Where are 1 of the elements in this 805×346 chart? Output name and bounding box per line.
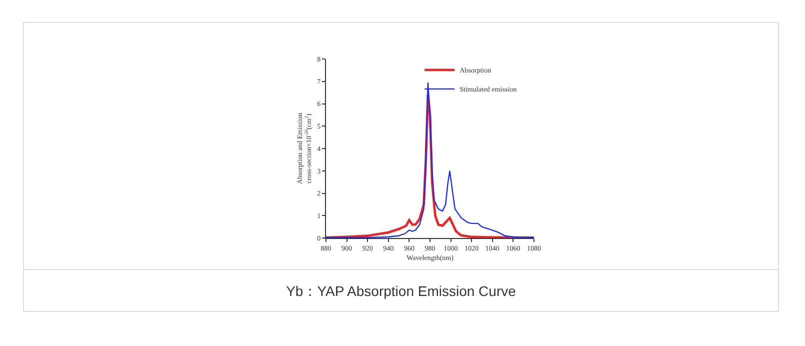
text: Yb：YAP Absorption Emission Curve <box>24 269 778 312</box>
